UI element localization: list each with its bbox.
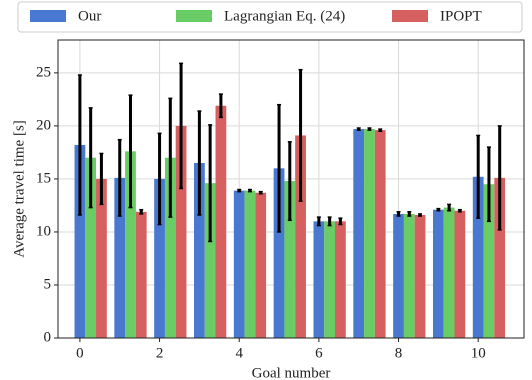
- y-tick-label: 10: [36, 223, 51, 239]
- y-tick-label: 20: [36, 117, 51, 133]
- bar: [483, 184, 495, 338]
- bar: [244, 190, 256, 338]
- bar: [443, 207, 455, 338]
- bar: [125, 151, 136, 338]
- bar: [175, 125, 187, 338]
- bar: [204, 183, 216, 338]
- y-tick-label: 0: [44, 329, 52, 345]
- bar: [295, 135, 306, 338]
- x-axis-label: Goal number: [252, 365, 331, 380]
- bar: [215, 105, 227, 339]
- bar: [273, 168, 285, 338]
- bar: [114, 177, 126, 338]
- y-axis-label: Average travel time [s]: [11, 120, 27, 258]
- bar: [96, 178, 107, 338]
- legend-label: IPOPT: [440, 8, 482, 24]
- legend-swatch: [176, 10, 212, 22]
- bar: [164, 157, 176, 338]
- bar: [233, 190, 245, 338]
- y-tick-label: 25: [36, 64, 51, 80]
- x-tick-label: 8: [395, 345, 403, 361]
- x-tick-label: 2: [156, 345, 164, 361]
- bar: [353, 129, 365, 338]
- legend-swatch: [392, 10, 428, 22]
- bar: [74, 144, 86, 338]
- legend-label: Our: [78, 8, 101, 24]
- y-tick-label: 15: [36, 170, 51, 186]
- bar: [85, 157, 97, 338]
- x-tick-label: 4: [235, 345, 243, 361]
- bar: [432, 209, 444, 338]
- y-tick-label: 5: [44, 276, 52, 292]
- bar: [284, 181, 296, 338]
- bar: [194, 163, 205, 338]
- bar: [472, 176, 484, 338]
- plot-frame: [57, 39, 525, 339]
- bar: [403, 213, 415, 338]
- bar: [335, 221, 346, 338]
- bar: [414, 214, 426, 338]
- bar: [313, 221, 325, 338]
- bar: [135, 211, 147, 338]
- x-tick-label: 10: [471, 345, 486, 361]
- bar: [374, 130, 386, 338]
- bar: [454, 210, 466, 338]
- x-tick-label: 0: [76, 345, 84, 361]
- bar: [393, 213, 404, 338]
- legend-label: Lagrangian Eq. (24): [224, 8, 345, 24]
- bar: [494, 177, 506, 338]
- x-tick-label: 6: [315, 345, 323, 361]
- bar: [154, 178, 165, 338]
- legend-swatch: [30, 10, 66, 22]
- bar: [324, 221, 336, 338]
- bar: [364, 129, 375, 338]
- bar: [255, 192, 267, 338]
- legend-box: [17, 1, 523, 33]
